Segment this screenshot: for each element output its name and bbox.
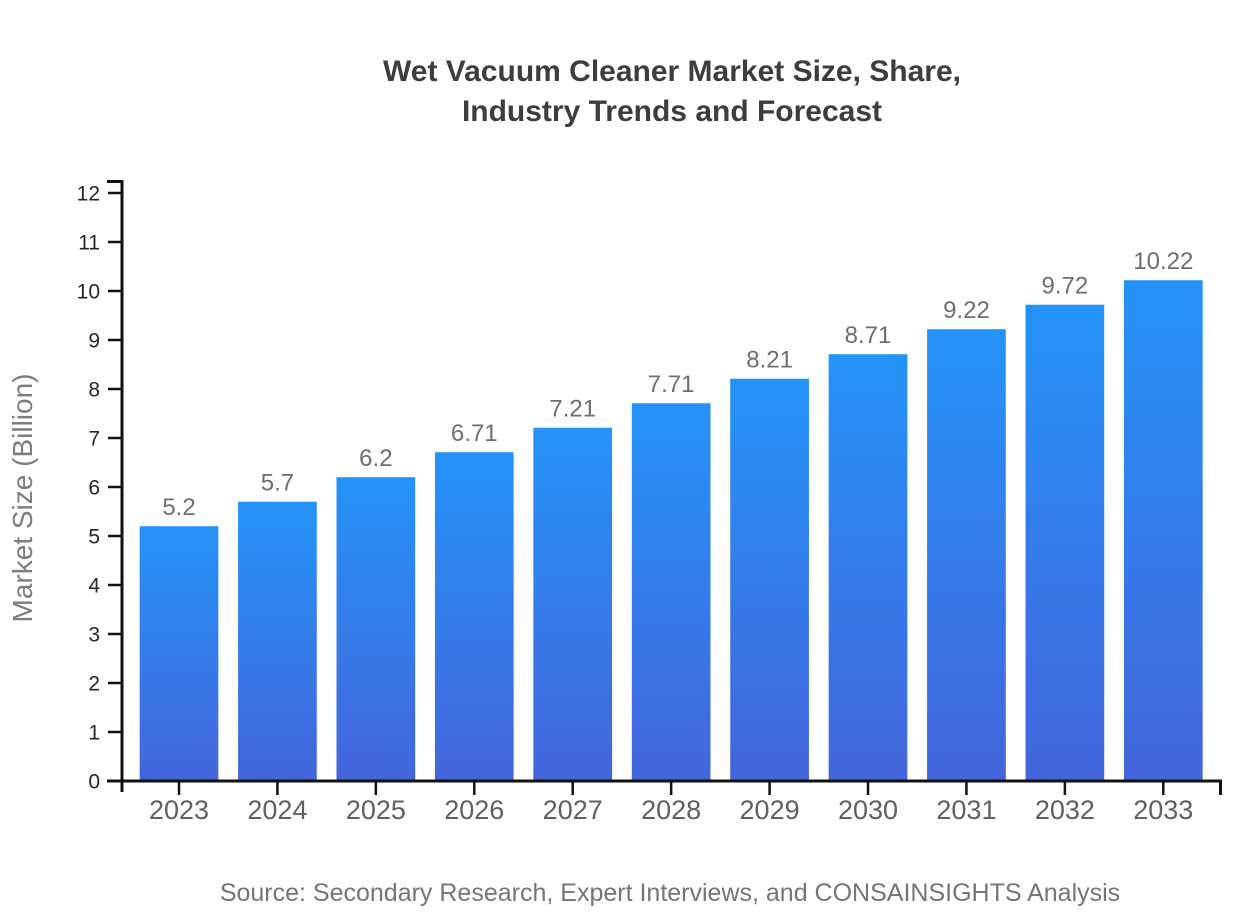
bar-value-label-2023: 5.2 bbox=[162, 494, 195, 521]
y-tick-label-2: 2 bbox=[88, 673, 100, 696]
bar-value-label-2031: 9.22 bbox=[943, 297, 990, 324]
bar-value-label-2030: 8.71 bbox=[845, 322, 892, 349]
bar-value-label-2024: 5.7 bbox=[261, 470, 294, 497]
y-tick-label-10: 10 bbox=[77, 281, 100, 304]
bar-value-label-2025: 6.2 bbox=[359, 445, 392, 472]
y-tick-label-4: 4 bbox=[88, 575, 100, 598]
bars-group: 5.2 5.7 6.2 6.71 7.21 7.71 8.21 8.71 9.22 9.72 10.… bbox=[139, 248, 1203, 781]
bar-2025 bbox=[336, 477, 416, 781]
bar-2031 bbox=[927, 329, 1006, 781]
bar-value-label-2028: 7.71 bbox=[648, 371, 695, 398]
x-tick-label-2024: 2024 bbox=[247, 795, 307, 825]
bar-value-label-2029: 8.21 bbox=[746, 347, 793, 374]
y-tick-label-9: 9 bbox=[88, 330, 100, 353]
x-tick-label-2025: 2025 bbox=[346, 795, 406, 825]
bar-2028 bbox=[631, 403, 711, 781]
bar-2032 bbox=[1025, 304, 1105, 781]
x-tick-label-2027: 2027 bbox=[543, 795, 603, 825]
y-tick-label-5: 5 bbox=[88, 526, 100, 549]
x-tick-label-2028: 2028 bbox=[641, 795, 701, 825]
axes-group: 2023 2024 2025 2026 2027 2028 2029 2030 2031 2032… bbox=[77, 180, 1222, 825]
y-axis-title: Market Size (Billion) bbox=[7, 374, 38, 623]
bar-2030 bbox=[828, 354, 908, 781]
bar-value-label-2026: 6.71 bbox=[451, 420, 498, 447]
chart-title-line-2: Industry Trends and Forecast bbox=[462, 95, 882, 128]
y-tick-label-0: 0 bbox=[88, 771, 100, 794]
bar-2033 bbox=[1123, 280, 1203, 781]
bar-value-label-2033: 10.22 bbox=[1133, 248, 1193, 275]
bar-value-label-2032: 9.72 bbox=[1042, 273, 1089, 300]
x-tick-label-2023: 2023 bbox=[149, 795, 209, 825]
y-tick-label-7: 7 bbox=[88, 428, 100, 451]
x-tick-label-2026: 2026 bbox=[444, 795, 504, 825]
bar-2029 bbox=[730, 378, 809, 781]
x-tick-label-2029: 2029 bbox=[740, 795, 800, 825]
y-tick-label-11: 11 bbox=[78, 232, 100, 255]
bar-2024 bbox=[238, 501, 317, 781]
y-tick-label-12: 12 bbox=[77, 183, 100, 206]
y-tick-label-8: 8 bbox=[88, 379, 100, 402]
bar-value-label-2027: 7.21 bbox=[549, 396, 596, 423]
bar-2023 bbox=[139, 526, 219, 781]
bar-2027 bbox=[533, 427, 613, 781]
chart-title-line-1: Wet Vacuum Cleaner Market Size, Share, bbox=[383, 55, 961, 88]
x-tick-label-2030: 2030 bbox=[838, 795, 898, 825]
source-note: Source: Secondary Research, Expert Inter… bbox=[220, 879, 1120, 907]
x-tick-label-2032: 2032 bbox=[1035, 795, 1095, 825]
x-tick-label-2031: 2031 bbox=[936, 795, 996, 825]
x-tick-label-2033: 2033 bbox=[1133, 795, 1193, 825]
y-tick-label-3: 3 bbox=[88, 624, 100, 647]
y-tick-label-1: 1 bbox=[88, 722, 100, 745]
y-tick-label-6: 6 bbox=[88, 477, 100, 500]
bar-2026 bbox=[434, 452, 514, 781]
